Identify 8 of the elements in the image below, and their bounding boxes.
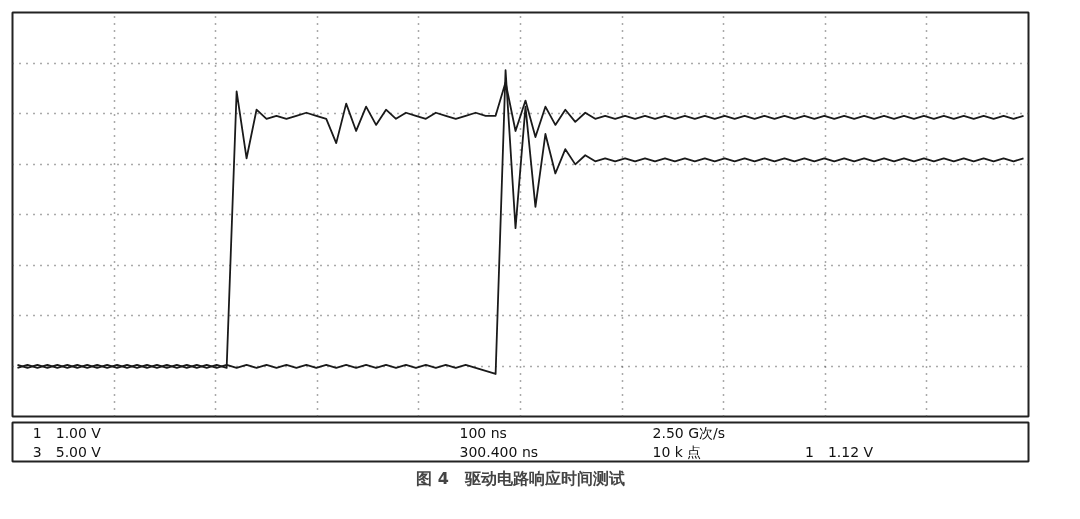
text: 1 1.00 V [32,425,102,442]
text: 2.50 G次/s [652,425,726,442]
text: 10 k 点 [652,443,702,460]
text: 1 1.12 V [804,443,874,460]
text: 100 ns [459,425,507,442]
text: 图 4 驱动电路响应时间测试 [416,468,625,488]
text: 3 5.00 V [32,443,102,460]
text: 300.400 ns [459,443,539,460]
